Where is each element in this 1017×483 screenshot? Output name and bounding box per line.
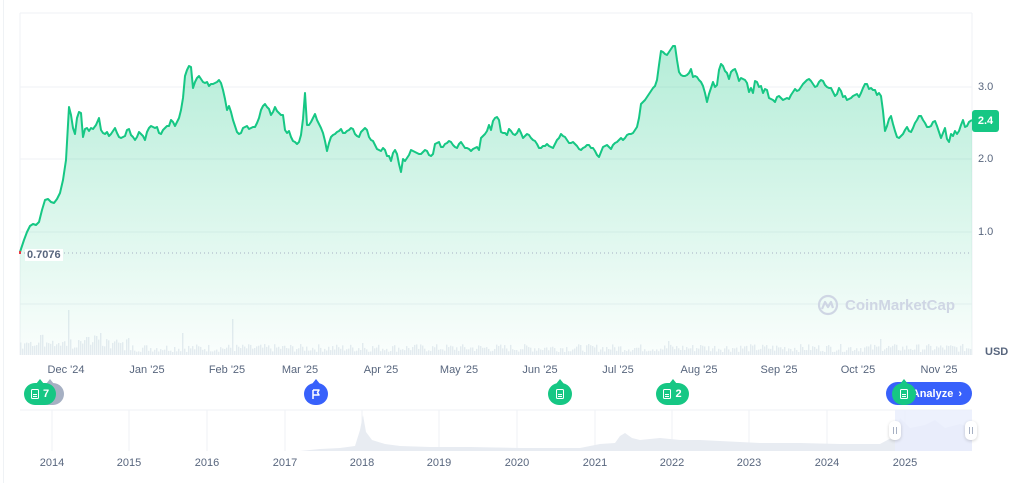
coinmarketcap-logo-icon bbox=[817, 294, 839, 316]
left-border bbox=[3, 0, 4, 483]
flag-icon bbox=[312, 388, 320, 399]
x-tick: Feb '25 bbox=[208, 364, 246, 376]
y-tick-3: 3.0 bbox=[978, 81, 994, 93]
navigator-year: 2021 bbox=[582, 457, 608, 469]
document-icon bbox=[663, 389, 672, 399]
navigator-year: 2019 bbox=[426, 457, 452, 469]
x-tick: Jan '25 bbox=[129, 364, 165, 376]
navigator-year: 2023 bbox=[736, 457, 762, 469]
document-icon bbox=[556, 389, 564, 399]
navigator-selection[interactable] bbox=[895, 410, 972, 451]
watermark-text: CoinMarketCap bbox=[845, 296, 956, 314]
navigator-year: 2018 bbox=[349, 457, 375, 469]
watermark: CoinMarketCap bbox=[817, 294, 955, 316]
price-line bbox=[19, 45, 973, 253]
chevron-right-icon: › bbox=[958, 387, 962, 400]
news-marker[interactable] bbox=[892, 379, 916, 405]
navigator-year: 2022 bbox=[659, 457, 685, 469]
x-tick: Jun '25 bbox=[522, 364, 558, 376]
x-tick: Mar '25 bbox=[281, 364, 319, 376]
navigator-year: 2025 bbox=[892, 457, 918, 469]
currency-label: USD bbox=[985, 346, 1009, 358]
navigator-year: 2015 bbox=[116, 457, 142, 469]
news-marker[interactable]: 2 bbox=[656, 379, 689, 405]
x-tick: Apr '25 bbox=[363, 364, 399, 376]
document-icon bbox=[30, 389, 39, 399]
navigator-left-handle[interactable] bbox=[889, 421, 901, 440]
x-tick: May '25 bbox=[439, 364, 479, 376]
x-tick: Sep '25 bbox=[760, 364, 798, 376]
x-tick: Aug '25 bbox=[680, 364, 718, 376]
navigator-year: 2014 bbox=[39, 457, 65, 469]
x-tick: Oct '25 bbox=[840, 364, 876, 376]
news-marker[interactable]: 7 bbox=[24, 379, 56, 405]
x-tick: Nov '25 bbox=[920, 364, 958, 376]
y-tick-1: 1.0 bbox=[978, 226, 994, 238]
navigator-year: 2017 bbox=[272, 457, 298, 469]
x-tick: Jul '25 bbox=[602, 364, 634, 376]
x-tick: Dec '24 bbox=[47, 364, 85, 376]
flag-marker[interactable] bbox=[304, 379, 328, 405]
navigator-year: 2016 bbox=[194, 457, 220, 469]
navigator-year: 2024 bbox=[814, 457, 840, 469]
navigator-year: 2020 bbox=[504, 457, 530, 469]
news-marker[interactable] bbox=[548, 379, 572, 405]
y-tick-2: 2.0 bbox=[978, 153, 994, 165]
navigator-area bbox=[20, 415, 972, 451]
current-price-tag: 2.4 bbox=[972, 110, 999, 132]
price-area bbox=[20, 46, 972, 355]
baseline-value-label: 0.7076 bbox=[25, 249, 63, 261]
document-icon bbox=[900, 389, 908, 399]
navigator-right-handle[interactable] bbox=[965, 421, 977, 440]
